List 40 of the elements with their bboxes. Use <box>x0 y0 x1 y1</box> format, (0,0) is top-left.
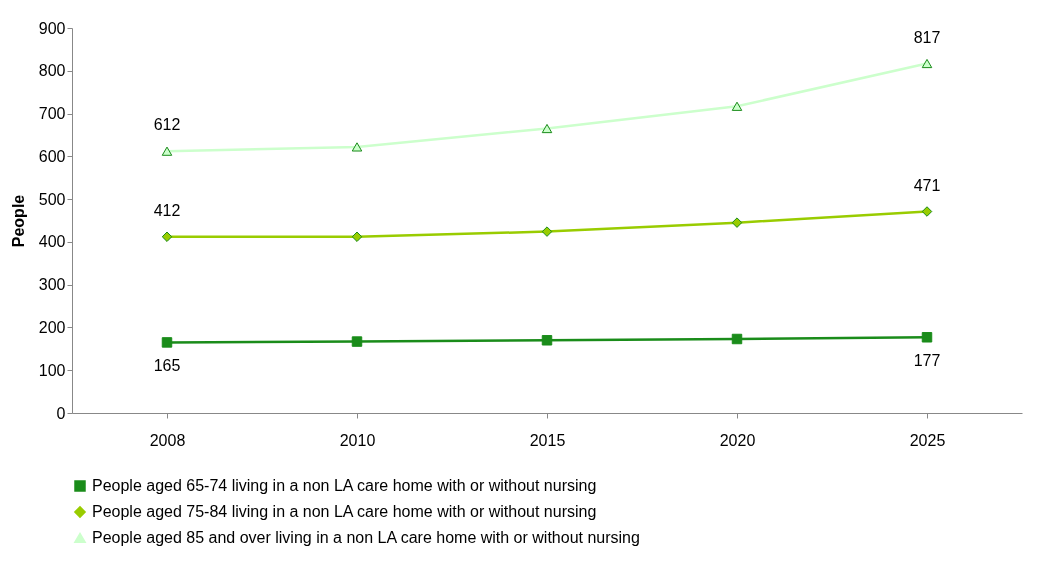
point <box>731 101 743 111</box>
y-tick-label: 700 <box>38 105 66 123</box>
y-tick-label: 100 <box>38 361 66 379</box>
x-tick-label: 2020 <box>719 431 756 449</box>
legend-label: People aged 65-74 living in a non LA care home with or without nursing <box>92 477 597 494</box>
point <box>351 142 363 152</box>
y-tick-label: 800 <box>38 62 66 80</box>
y-tick-label: 400 <box>38 233 66 251</box>
data-label: 177 <box>913 352 941 370</box>
x-tick-label: 2010 <box>339 431 376 449</box>
point <box>161 231 173 242</box>
y-tick-label: 300 <box>38 276 66 294</box>
point <box>541 226 553 237</box>
point <box>541 335 553 346</box>
point <box>731 217 743 228</box>
point <box>351 231 363 242</box>
point <box>921 206 933 217</box>
point <box>731 333 743 345</box>
y-axis-title: People <box>9 194 27 248</box>
legend-label: People aged 85 and over living in a non LA care home with or without nursing <box>92 529 640 546</box>
point <box>921 58 933 69</box>
point <box>161 146 173 156</box>
x-tick-label: 2025 <box>909 431 946 449</box>
data-label: 612 <box>153 116 181 134</box>
legend-label: People aged 75-84 living in a non LA care home with or without nursing <box>92 503 597 520</box>
point <box>541 123 553 134</box>
y-tick-label: 500 <box>38 190 66 208</box>
data-label: 165 <box>153 357 181 375</box>
y-tick-label: 200 <box>38 318 66 336</box>
point <box>161 337 173 348</box>
y-tick-label: 600 <box>38 147 66 165</box>
point <box>351 336 363 347</box>
x-tick-label: 2015 <box>529 431 566 449</box>
point <box>921 332 933 343</box>
data-label: 471 <box>913 176 941 194</box>
data-label: 817 <box>913 28 941 46</box>
x-tick-label: 2008 <box>149 431 186 449</box>
y-tick-label: 900 <box>38 19 66 37</box>
data-label: 412 <box>153 201 181 219</box>
y-tick-label: 0 <box>56 404 66 422</box>
